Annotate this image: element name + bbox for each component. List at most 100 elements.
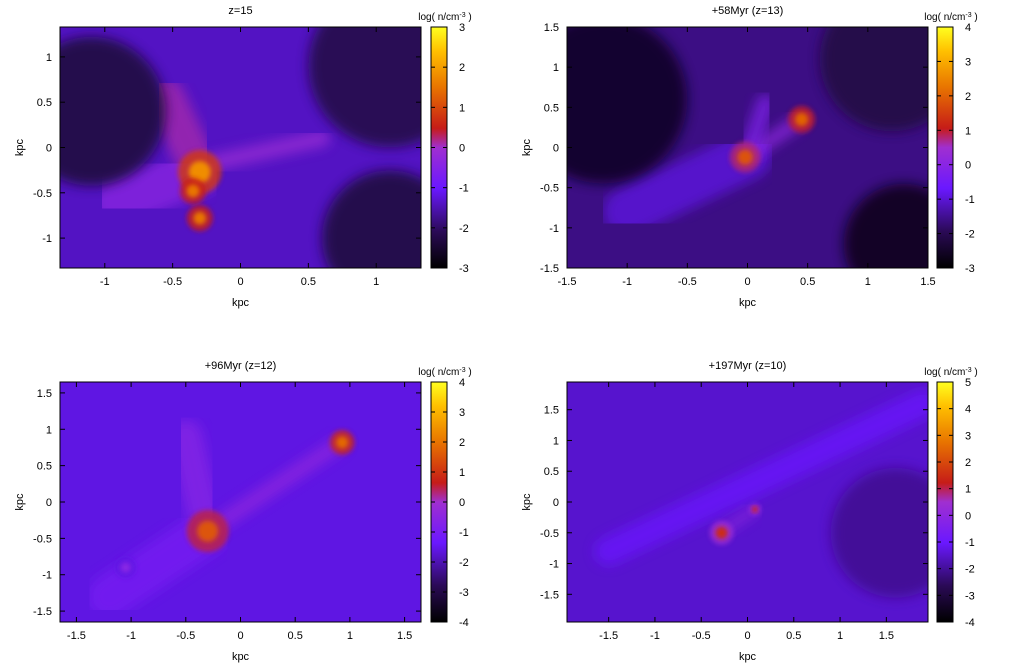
panel-1: -1 -0.5 0 0.5 1 -1 -0.5 0 0.5 1 z=15 kpc kpc -3 -2 -1 0 1… <box>14 5 472 309</box>
colorbar-tick-label: 0 <box>965 510 971 522</box>
x-tick-label: 0 <box>744 630 750 642</box>
density-map <box>60 382 421 622</box>
x-tick-label: 0 <box>237 630 243 642</box>
colorbar-tick-label: -1 <box>965 194 975 206</box>
x-tick-label: -0.5 <box>163 276 182 288</box>
y-tick-label: 1 <box>553 62 559 74</box>
x-tick-label: -0.5 <box>678 276 697 288</box>
colorbar-tick-label: 2 <box>965 91 971 103</box>
colorbar-tick-label: 1 <box>965 125 971 137</box>
colorbar-tick-label: 3 <box>459 22 465 34</box>
x-tick-label: 1.5 <box>397 630 412 642</box>
x-axis-label: kpc <box>232 651 250 663</box>
x-tick-label: 1 <box>373 276 379 288</box>
y-tick-label: -1 <box>549 559 559 571</box>
y-tick-label: 1.5 <box>544 22 559 34</box>
colorbar-tick-label: 0 <box>459 497 465 509</box>
y-tick-label: 0 <box>553 497 559 509</box>
colorbar-label: log( n/cm-3 ) <box>924 367 977 379</box>
low-density-region <box>567 27 688 184</box>
colorbar-tick-label: 0 <box>459 143 465 155</box>
low-density-region <box>60 36 166 186</box>
colorbar-tick-label: -2 <box>965 229 975 241</box>
x-tick-label: 0.5 <box>786 630 801 642</box>
y-tick-label: -0.5 <box>540 183 559 195</box>
y-tick-label: 1 <box>46 424 52 436</box>
x-tick-label: 1.5 <box>920 276 935 288</box>
panel-title: +58Myr (z=13) <box>712 5 784 17</box>
dense-clump <box>715 526 728 539</box>
colorbar-tick-label: -3 <box>965 590 975 602</box>
colorbar-tick-label: 4 <box>459 377 465 389</box>
colorbar-tick-label: 2 <box>459 437 465 449</box>
y-tick-label: 1 <box>46 52 52 64</box>
density-map <box>567 382 928 622</box>
dense-clump <box>737 149 753 165</box>
y-tick-label: 0.5 <box>544 102 559 114</box>
x-tick-label: -1.5 <box>558 276 577 288</box>
y-tick-label: -0.5 <box>33 188 52 200</box>
y-tick-label: -1.5 <box>33 606 52 618</box>
dense-clump <box>336 436 349 449</box>
colorbar-tick-label: -3 <box>965 263 975 275</box>
colorbar-tick-label: 4 <box>965 22 971 34</box>
colorbar-tick-label: -1 <box>459 183 469 195</box>
x-tick-label: 1 <box>347 630 353 642</box>
x-tick-label: -0.5 <box>692 630 711 642</box>
y-tick-label: 0.5 <box>544 466 559 478</box>
x-tick-label: -0.5 <box>176 630 195 642</box>
colorbar-label: log( n/cm-3 ) <box>418 12 471 24</box>
y-tick-label: 0 <box>553 143 559 155</box>
dense-clump <box>197 520 219 542</box>
density-map <box>567 27 928 268</box>
y-tick-label: -1.5 <box>540 589 559 601</box>
colorbar-tick-label: 3 <box>965 56 971 68</box>
dense-clump <box>193 211 207 225</box>
colorbar-tick-label: -1 <box>965 537 975 549</box>
colorbar-label: log( n/cm-3 ) <box>418 367 471 379</box>
colorbar-tick-label: -4 <box>965 617 975 629</box>
y-tick-label: 0 <box>46 143 52 155</box>
y-tick-label: 1.5 <box>544 405 559 417</box>
gas-filament <box>603 131 772 236</box>
panel-4: -1.5 -1 -0.5 0 0.5 1 1.5 -1.5 -1 -0.5 0 0.5 1 1.5 +197… <box>521 360 978 663</box>
x-tick-label: -1.5 <box>67 630 86 642</box>
colorbar-tick-label: -2 <box>459 223 469 235</box>
colorbar-tick-label: 2 <box>965 457 971 469</box>
colorbar-tick-label: 1 <box>459 467 465 479</box>
colorbar-tick-label: 2 <box>459 62 465 74</box>
low-density-region <box>819 27 928 132</box>
colorbar-tick-label: 4 <box>965 404 971 416</box>
y-axis-label: kpc <box>521 138 533 156</box>
y-tick-label: -1 <box>549 223 559 235</box>
y-tick-label: -0.5 <box>33 533 52 545</box>
dense-clump <box>751 506 758 513</box>
colorbar-tick-label: 3 <box>459 407 465 419</box>
low-density-region <box>843 183 928 268</box>
gas-filament <box>200 436 347 539</box>
y-axis-label: kpc <box>521 493 533 511</box>
panel-title: +197Myr (z=10) <box>709 360 787 372</box>
colorbar <box>936 381 954 623</box>
x-tick-label: 1.5 <box>879 630 894 642</box>
colorbar-tick-label: 3 <box>965 430 971 442</box>
colorbar-label: log( n/cm-3 ) <box>924 12 977 24</box>
dense-clump <box>120 562 131 573</box>
x-axis-label: kpc <box>739 651 757 663</box>
y-tick-label: 0 <box>46 497 52 509</box>
low-density-region <box>321 170 421 268</box>
colorbar-tick-label: 1 <box>459 102 465 114</box>
y-axis-label: kpc <box>14 493 26 511</box>
colorbar-tick-label: -4 <box>459 617 469 629</box>
x-axis-label: kpc <box>232 297 250 309</box>
colorbar-tick-label: 0 <box>965 160 971 172</box>
x-tick-label: -1 <box>126 630 136 642</box>
x-tick-label: 0 <box>744 276 750 288</box>
density-map <box>60 27 421 268</box>
y-tick-label: -0.5 <box>540 528 559 540</box>
panel-2: -1.5 -1 -0.5 0 0.5 1 1.5 -1.5 -1 -0.5 0 0.5 1 1.5 +58M… <box>521 5 978 309</box>
x-tick-label: 0.5 <box>288 630 303 642</box>
y-tick-label: -1.5 <box>540 263 559 275</box>
low-density-region <box>308 27 421 148</box>
